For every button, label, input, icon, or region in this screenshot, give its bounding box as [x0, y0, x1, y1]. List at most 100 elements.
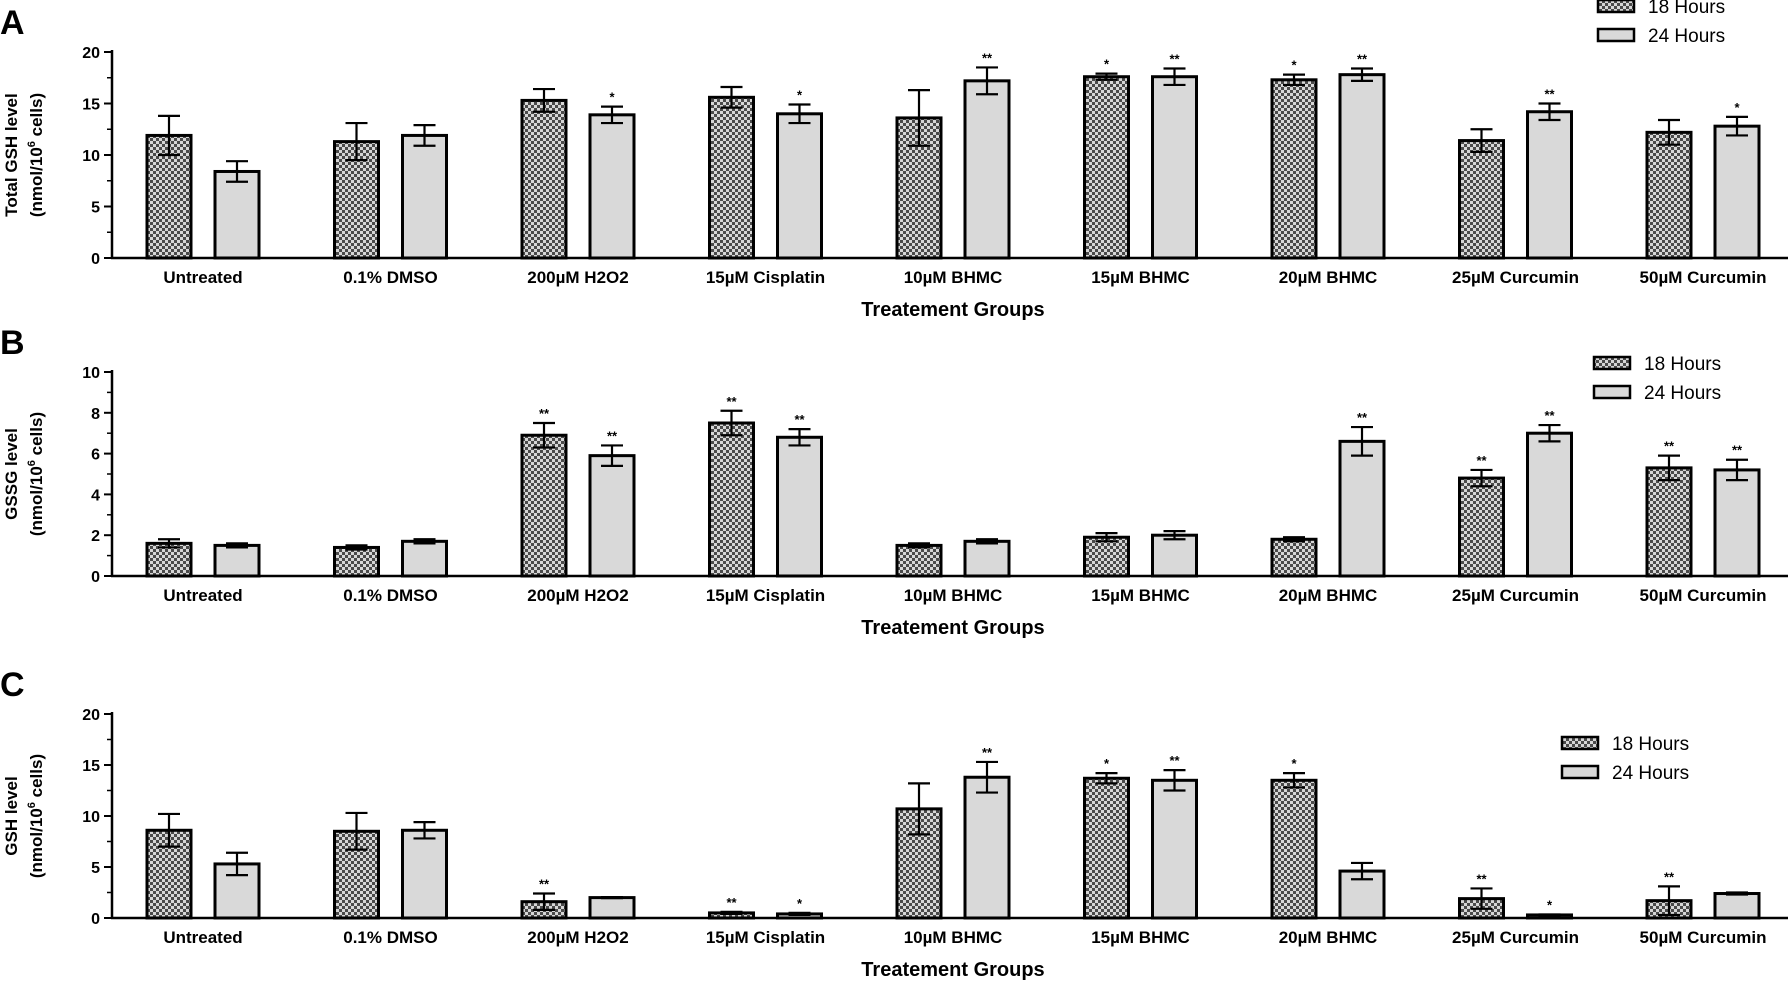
significance-mark: **	[982, 50, 993, 65]
y-axis-unit-label: (nmol/106 cells)	[26, 412, 46, 536]
y-tick-label: 10	[82, 365, 100, 382]
legend-label: 18 Hours	[1644, 354, 1721, 375]
bar-24h	[401, 828, 448, 920]
bar-18h	[1645, 130, 1693, 260]
x-tick-label: 15µM Cisplatin	[706, 586, 825, 605]
bar-18h	[1645, 466, 1693, 578]
x-tick-label: Untreated	[163, 928, 242, 947]
significance-mark: **	[1664, 439, 1675, 454]
y-tick-label: 2	[91, 528, 100, 545]
bar-18h	[520, 433, 568, 578]
y-tick-label: 15	[82, 758, 100, 775]
legend-swatch	[1592, 355, 1632, 371]
significance-mark: **	[1476, 871, 1487, 886]
bar-24h	[963, 775, 1011, 920]
significance-mark: **	[1664, 869, 1675, 884]
bar-24h	[1151, 75, 1198, 260]
x-tick-label: Untreated	[163, 586, 242, 605]
significance-mark: **	[1357, 410, 1368, 425]
bar-24h	[1338, 439, 1386, 578]
panel-letter: C	[0, 666, 25, 704]
bar-18h	[520, 98, 568, 260]
significance-mark: **	[539, 406, 550, 421]
bar-18h	[333, 545, 380, 578]
bar-24h	[1338, 73, 1386, 260]
y-tick-label: 5	[91, 200, 100, 217]
bar-24h	[1338, 869, 1386, 920]
y-tick-label: 0	[91, 911, 100, 928]
bar-24h	[1151, 778, 1198, 920]
significance-mark: **	[1169, 753, 1180, 768]
x-tick-label: 200µM H2O2	[527, 586, 628, 605]
x-tick-label: 20µM BHMC	[1279, 928, 1378, 947]
bar-18h	[1083, 75, 1130, 260]
significance-mark: **	[1357, 51, 1368, 66]
x-tick-label: 50µM Curcumin	[1640, 268, 1767, 287]
y-tick-label: 20	[82, 707, 100, 724]
x-tick-label: 25µM Curcumin	[1452, 928, 1579, 947]
bar-18h	[708, 421, 755, 578]
x-tick-label: 15µM BHMC	[1091, 268, 1190, 287]
bar-24h	[588, 896, 636, 920]
x-tick-label: 0.1% DMSO	[343, 586, 437, 605]
bar-24h	[213, 169, 261, 260]
significance-mark: **	[726, 895, 737, 910]
y-tick-label: 15	[82, 97, 100, 114]
x-tick-label: 15µM BHMC	[1091, 928, 1190, 947]
significance-mark: *	[1104, 756, 1110, 771]
bar-18h	[1458, 476, 1505, 578]
significance-mark: **	[1169, 51, 1180, 66]
bar-18h	[1270, 537, 1318, 578]
y-tick-label: 8	[91, 406, 100, 423]
x-tick-label: Untreated	[163, 268, 242, 287]
y-tick-label: 6	[91, 447, 100, 464]
bar-18h	[333, 140, 380, 260]
panel-b: B GSSG level (nmol/106 cells) 0 2 4 6 8 10 Untrea…	[0, 324, 1788, 639]
x-tick-label: 15µM BHMC	[1091, 586, 1190, 605]
significance-mark: *	[1291, 756, 1297, 771]
significance-mark: **	[1544, 87, 1555, 102]
legend-label: 24 Hours	[1644, 383, 1721, 404]
bar-24h	[588, 454, 636, 578]
significance-mark: **	[982, 745, 993, 760]
x-tick-label: 200µM H2O2	[527, 268, 628, 287]
legend-swatch	[1560, 764, 1600, 780]
y-tick-label: 20	[82, 45, 100, 62]
y-tick-label: 10	[82, 148, 100, 165]
panel-c: C GSH level (nmol/106 cells) 0 5 10 15 20 Untrea…	[0, 666, 1788, 981]
x-tick-label: 20µM BHMC	[1279, 586, 1378, 605]
y-axis-label: GSH level	[2, 776, 21, 855]
bar-24h	[401, 539, 448, 578]
x-tick-label: 200µM H2O2	[527, 928, 628, 947]
x-tick-label: 25µM Curcumin	[1452, 586, 1579, 605]
bar-24h	[1713, 124, 1761, 260]
significance-mark: *	[1104, 57, 1110, 72]
legend-label: 24 Hours	[1648, 26, 1725, 47]
x-tick-label: 0.1% DMSO	[343, 268, 437, 287]
y-axis-unit-label: (nmol/106 cells)	[26, 754, 46, 878]
x-tick-label: 15µM Cisplatin	[706, 268, 825, 287]
bar-18h	[1083, 535, 1130, 578]
y-tick-label: 5	[91, 860, 100, 877]
bar-24h	[963, 79, 1011, 260]
significance-mark: *	[609, 90, 615, 105]
bar-18h	[1270, 778, 1318, 920]
bar-18h	[1270, 78, 1318, 260]
x-tick-label: 10µM BHMC	[904, 586, 1003, 605]
bar-24h	[213, 543, 261, 578]
significance-mark: **	[607, 428, 618, 443]
x-tick-label: 20µM BHMC	[1279, 268, 1378, 287]
bar-18h	[1083, 776, 1130, 920]
legend-swatch	[1596, 27, 1636, 43]
y-axis-label: GSSG level	[2, 428, 21, 520]
y-tick-label: 10	[82, 809, 100, 826]
significance-mark: *	[797, 88, 803, 103]
significance-mark: *	[1547, 897, 1553, 912]
bar-18h	[708, 95, 755, 260]
bar-24h	[1526, 110, 1573, 260]
legend-label: 18 Hours	[1648, 0, 1725, 18]
bar-24h	[401, 133, 448, 260]
significance-mark: *	[797, 896, 803, 911]
x-tick-label: 15µM Cisplatin	[706, 928, 825, 947]
